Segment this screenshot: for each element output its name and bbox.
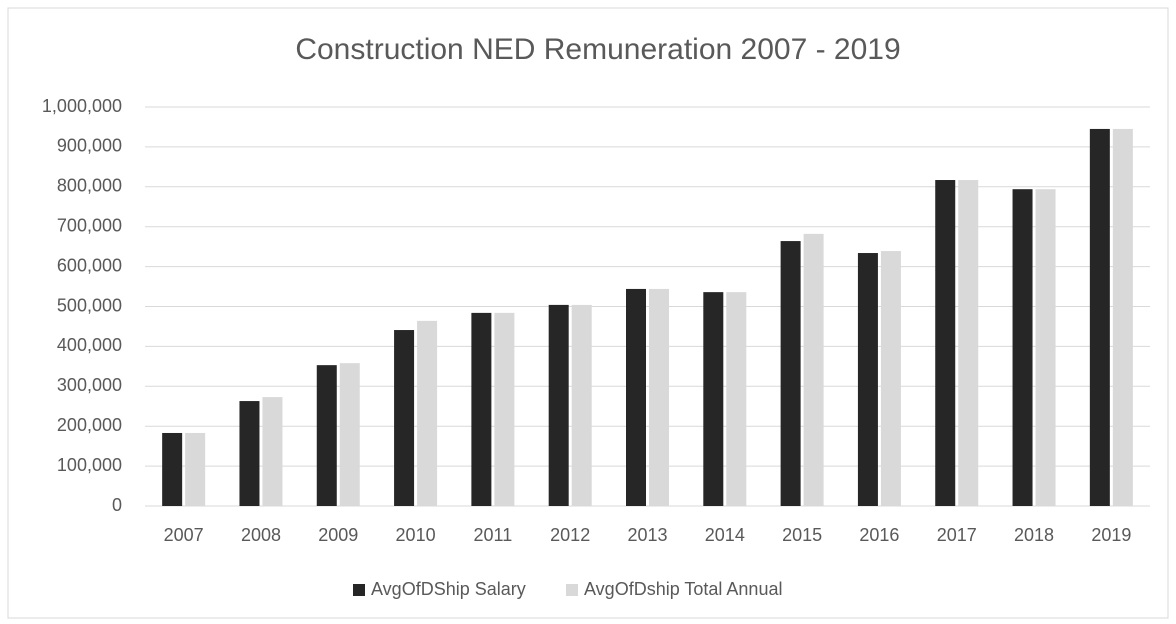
y-tick-label: 1,000,000	[42, 96, 122, 116]
y-tick-label: 600,000	[57, 255, 122, 275]
bar	[726, 292, 747, 506]
legend-label: AvgOfDShip Salary	[371, 579, 526, 599]
x-tick-label: 2018	[1014, 525, 1054, 545]
x-tick-label: 2012	[550, 525, 590, 545]
bar	[262, 397, 283, 506]
y-tick-label: 900,000	[57, 136, 122, 156]
bar	[1012, 189, 1033, 506]
y-tick-label: 100,000	[57, 455, 122, 475]
bar	[239, 401, 260, 506]
x-tick-label: 2014	[705, 525, 745, 545]
bar	[339, 363, 360, 506]
y-tick-label: 0	[112, 495, 122, 515]
bar	[316, 365, 337, 506]
chart-title: Construction NED Remuneration 2007 - 201…	[295, 33, 900, 66]
bar	[857, 253, 878, 506]
bar	[185, 432, 206, 506]
y-tick-label: 700,000	[57, 215, 122, 235]
legend-swatch	[566, 584, 578, 596]
y-tick-label: 200,000	[57, 415, 122, 435]
x-tick-label: 2007	[164, 525, 204, 545]
bar	[880, 251, 901, 506]
bar	[1089, 128, 1110, 506]
x-tick-label: 2015	[782, 525, 822, 545]
y-tick-label: 800,000	[57, 176, 122, 196]
x-tick-label: 2013	[627, 525, 667, 545]
bar	[548, 304, 569, 506]
x-tick-label: 2011	[474, 525, 513, 545]
bar	[1035, 189, 1056, 506]
bar	[394, 330, 415, 506]
bar	[935, 180, 956, 506]
y-tick-label: 500,000	[57, 295, 122, 315]
bar	[417, 320, 438, 506]
bar	[703, 292, 724, 506]
x-tick-label: 2009	[318, 525, 358, 545]
bar	[494, 312, 515, 506]
legend-swatch	[353, 584, 365, 596]
y-tick-label: 300,000	[57, 375, 122, 395]
bar	[649, 288, 669, 506]
legend-label: AvgOfDship Total Annual	[584, 579, 782, 599]
x-tick-label: 2010	[396, 525, 436, 545]
bar	[1112, 128, 1133, 506]
bar	[780, 241, 801, 506]
bar	[471, 312, 492, 506]
bar	[803, 233, 824, 506]
y-tick-label: 400,000	[57, 335, 122, 355]
bar	[162, 432, 183, 506]
x-tick-label: 2019	[1091, 525, 1131, 545]
bar	[571, 304, 592, 506]
bar	[958, 180, 979, 506]
x-tick-label: 2008	[241, 525, 281, 545]
bar	[626, 288, 646, 506]
x-tick-label: 2017	[937, 525, 977, 545]
x-tick-label: 2016	[859, 525, 899, 545]
